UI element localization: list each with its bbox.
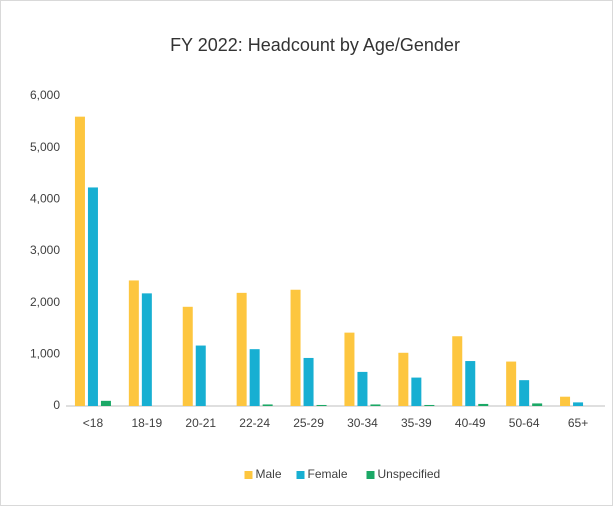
legend-swatch — [366, 471, 375, 479]
y-tick-label: 1,000 — [30, 347, 60, 361]
bar — [249, 349, 260, 406]
legend-swatch — [296, 471, 305, 479]
x-tick-label: 22-24 — [239, 416, 270, 430]
bar — [262, 404, 273, 406]
legend-swatch — [244, 471, 253, 479]
bar — [100, 400, 111, 406]
x-tick-label: 50-64 — [509, 416, 540, 430]
bar — [128, 280, 139, 406]
y-tick-label: 6,000 — [30, 88, 60, 102]
bar — [344, 332, 355, 406]
bar — [560, 396, 571, 406]
x-tick-label: 20-21 — [185, 416, 216, 430]
legend-label: Male — [256, 467, 282, 481]
x-tick-label: 40-49 — [455, 416, 486, 430]
bar — [465, 361, 476, 406]
x-tick-label: 30-34 — [347, 416, 378, 430]
legend-label: Unspecified — [378, 467, 441, 481]
bar — [290, 289, 301, 406]
y-tick-label: 0 — [53, 398, 60, 412]
bar — [573, 402, 584, 406]
x-tick-label: 35-39 — [401, 416, 432, 430]
x-tick-label: 18-19 — [131, 416, 162, 430]
bar — [519, 380, 530, 406]
bar — [506, 361, 517, 406]
y-tick-label: 3,000 — [30, 243, 60, 257]
bar — [87, 187, 98, 406]
bar — [411, 377, 422, 406]
bar — [74, 116, 85, 407]
y-tick-label: 2,000 — [30, 295, 60, 309]
x-tick-label: <18 — [83, 416, 104, 430]
y-tick-label: 4,000 — [30, 192, 60, 206]
chart-title: FY 2022: Headcount by Age/Gender — [170, 35, 460, 55]
bar — [478, 403, 489, 406]
bar — [532, 403, 543, 406]
bar — [370, 404, 381, 406]
bar — [303, 357, 314, 406]
x-tick-label: 65+ — [568, 416, 588, 430]
bar — [452, 336, 463, 406]
bar — [182, 306, 193, 406]
bar — [424, 404, 435, 406]
bar — [141, 293, 152, 406]
bar — [195, 345, 206, 406]
legend-label: Female — [308, 467, 348, 481]
bar — [236, 292, 247, 406]
y-tick-label: 5,000 — [30, 140, 60, 154]
x-tick-label: 25-29 — [293, 416, 324, 430]
bar — [316, 404, 327, 406]
bar — [398, 352, 409, 406]
bar — [357, 371, 368, 406]
